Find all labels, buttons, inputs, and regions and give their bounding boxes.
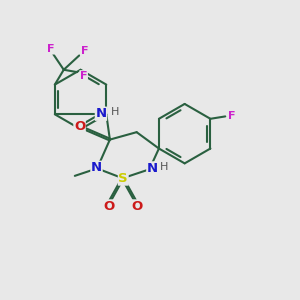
Text: N: N: [147, 162, 158, 175]
Text: O: O: [131, 200, 142, 213]
Text: O: O: [74, 120, 85, 133]
Text: N: N: [91, 161, 102, 174]
Text: N: N: [95, 107, 106, 120]
Text: O: O: [103, 200, 114, 213]
Text: S: S: [118, 172, 128, 185]
Text: F: F: [47, 44, 55, 54]
Text: F: F: [80, 71, 87, 81]
Text: F: F: [228, 111, 236, 121]
Text: H: H: [111, 107, 119, 117]
Text: F: F: [81, 46, 88, 56]
Text: H: H: [160, 162, 169, 172]
